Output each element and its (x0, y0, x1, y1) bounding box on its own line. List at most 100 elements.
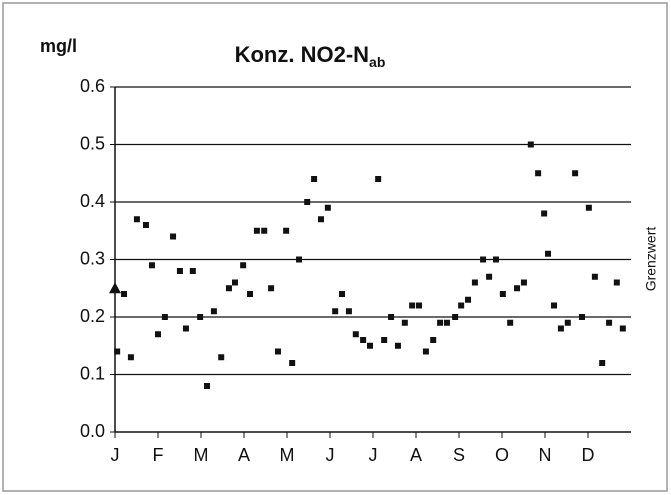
data-point (204, 383, 211, 389)
data-point (225, 285, 232, 292)
data-point (507, 319, 514, 326)
x-tick-label: J (111, 445, 120, 465)
data-point (218, 354, 225, 361)
data-point (527, 141, 534, 148)
data-point (394, 342, 401, 349)
data-point (176, 268, 183, 274)
data-point (480, 256, 487, 263)
data-point (557, 325, 564, 332)
data-point (401, 319, 408, 326)
data-point (443, 319, 450, 326)
threshold-marker (109, 282, 121, 294)
data-point (114, 348, 121, 355)
data-point (564, 319, 571, 326)
data-point (465, 296, 472, 303)
data-point (197, 314, 204, 320)
data-point (283, 227, 290, 234)
x-tick-label: O (495, 445, 509, 465)
data-point (388, 314, 395, 320)
x-tick-label: A (238, 445, 250, 465)
data-point (268, 285, 275, 292)
x-tick-label: A (410, 445, 422, 465)
data-point (289, 360, 296, 366)
data-point (409, 302, 416, 309)
data-point (247, 291, 254, 297)
data-point (591, 273, 598, 280)
data-point (541, 210, 548, 217)
data-point (148, 262, 155, 269)
x-tick-label: J (326, 445, 335, 465)
data-point (535, 170, 542, 177)
data-point (210, 308, 217, 315)
data-point (274, 348, 281, 355)
data-point (606, 319, 613, 326)
x-tick-label: F (153, 445, 164, 465)
data-point (572, 170, 579, 177)
title-subscript: ab (369, 54, 385, 70)
data-point (486, 273, 493, 280)
data-point (545, 250, 552, 257)
y-axis-label: mg/l (40, 36, 77, 56)
data-point (422, 348, 429, 355)
data-point (304, 199, 311, 205)
y-tick-label: 0.1 (80, 363, 105, 383)
threshold-label: Grenzwert (643, 227, 659, 292)
data-point (253, 227, 260, 234)
x-tick-label: M (280, 445, 295, 465)
data-point (599, 360, 606, 366)
data-point (142, 222, 149, 228)
data-point (452, 314, 459, 320)
data-point (170, 233, 177, 240)
data-point (416, 302, 423, 309)
data-point (514, 285, 521, 292)
y-tick-label: 0.2 (80, 306, 105, 326)
data-point (499, 291, 506, 297)
data-point (189, 268, 196, 274)
data-point (133, 216, 140, 223)
data-point (240, 262, 247, 269)
x-tick-label: S (453, 445, 465, 465)
data-point (345, 308, 352, 315)
y-tick-label: 0.5 (80, 133, 105, 153)
data-point (430, 337, 437, 343)
x-tick-label: J (369, 445, 378, 465)
y-tick-label: 0.4 (80, 191, 105, 211)
data-point (231, 279, 238, 286)
x-tick-label: M (194, 445, 209, 465)
data-point (161, 314, 168, 320)
data-point (121, 291, 128, 297)
x-tick-label: N (539, 445, 552, 465)
data-point (155, 331, 161, 338)
x-tick-label: D (582, 445, 595, 465)
data-point (339, 291, 346, 297)
data-point (578, 314, 585, 320)
data-point (352, 331, 359, 338)
data-point (381, 337, 388, 343)
data-point (261, 227, 268, 234)
data-point (366, 342, 373, 349)
data-point (585, 204, 592, 211)
data-point (317, 216, 324, 223)
data-point (324, 204, 331, 211)
data-point (551, 302, 558, 309)
y-tick-label: 0.3 (80, 248, 105, 268)
data-point (437, 319, 444, 326)
data-point (471, 279, 478, 286)
data-point (375, 176, 382, 182)
data-point (311, 176, 318, 182)
data-point (182, 325, 189, 332)
data-point (492, 256, 499, 263)
y-tick-label: 0.6 (80, 76, 105, 96)
data-point (127, 354, 134, 361)
data-point (619, 325, 626, 332)
data-point (613, 279, 620, 286)
title-main: Konz. NO2-N (235, 42, 369, 67)
data-point (520, 279, 527, 286)
y-tick-label: 0.0 (80, 421, 105, 441)
chart-title: Konz. NO2-Nab (235, 42, 386, 70)
data-point (332, 308, 339, 315)
data-point (360, 337, 367, 343)
data-point (458, 302, 465, 309)
